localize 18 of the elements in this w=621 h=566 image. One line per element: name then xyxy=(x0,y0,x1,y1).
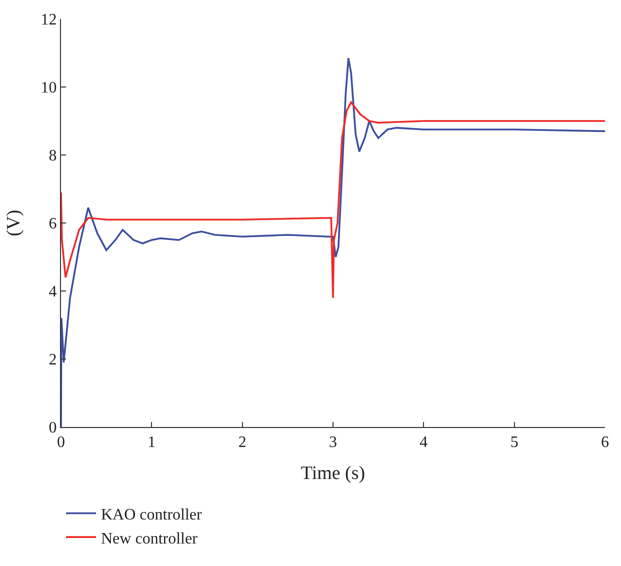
y-tick-label: 10 xyxy=(40,80,57,97)
legend-label: New controller xyxy=(101,530,198,548)
legend-label: KAO controller xyxy=(101,506,203,524)
x-tick-label: 4 xyxy=(420,434,428,452)
y-tick-label: 12 xyxy=(40,12,57,29)
x-tick-label: 1 xyxy=(148,434,156,452)
x-tick-label: 6 xyxy=(601,434,609,452)
y-tick-label: 8 xyxy=(48,148,57,165)
y-tick-label: 4 xyxy=(48,284,57,301)
y-tick-label: 0 xyxy=(48,420,57,437)
y-tick-label: 6 xyxy=(48,216,57,233)
x-axis-title: Time (s) xyxy=(300,463,366,484)
x-tick-label: 3 xyxy=(329,434,337,452)
line-series xyxy=(61,101,605,299)
y-axis-title: (V) xyxy=(4,210,25,236)
x-tick-label: 5 xyxy=(510,434,518,452)
x-tick-label: 2 xyxy=(238,434,246,452)
y-tick-label: 2 xyxy=(48,352,57,369)
